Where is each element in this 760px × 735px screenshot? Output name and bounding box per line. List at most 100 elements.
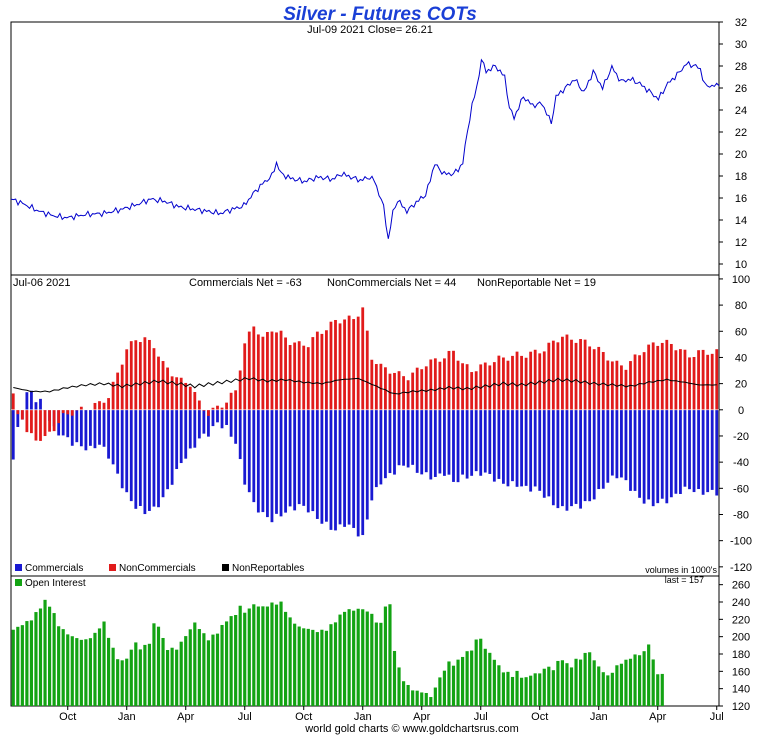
legend-label-noncommercials: NonCommercials <box>119 563 196 574</box>
noncommercials-bar <box>61 409 65 414</box>
commercials-bar <box>184 409 188 459</box>
noncommercials-bar <box>638 355 641 410</box>
open-interest-bar <box>433 687 437 706</box>
open-interest-bar <box>647 644 651 706</box>
legend-swatch-commercials <box>15 564 22 571</box>
commercials-bar <box>243 409 247 485</box>
y-tick-label: 10 <box>735 259 747 271</box>
commercials-bar <box>492 409 496 482</box>
commercials-bar <box>374 409 378 488</box>
open-interest-bar <box>529 675 533 706</box>
legend-label-nonreportables: NonReportables <box>232 563 304 574</box>
noncommercials-bar <box>252 326 256 410</box>
commercials-bar <box>679 409 682 494</box>
commercials-bar <box>538 409 542 491</box>
noncommercials-bar <box>570 339 573 410</box>
commercials-bar <box>669 409 673 498</box>
open-interest-bar <box>615 665 619 706</box>
commercials-bar <box>297 409 301 505</box>
commercials-bar <box>601 409 605 489</box>
commercials-bar <box>411 409 415 465</box>
open-interest-bar <box>193 622 197 706</box>
commercials-bar <box>651 409 655 507</box>
commercials-bar <box>406 409 410 468</box>
open-interest-bar <box>388 604 392 706</box>
open-interest-bar <box>175 649 179 706</box>
commercials-bar <box>688 409 691 490</box>
commercials-bar <box>438 409 442 474</box>
open-interest-bar <box>515 670 519 706</box>
commercials-bar <box>266 409 269 518</box>
open-interest-bar <box>252 604 256 706</box>
commercials-bar <box>533 409 537 487</box>
noncommercials-bar <box>701 349 705 410</box>
commercials-bar <box>479 409 483 476</box>
noncommercials-bar <box>561 336 564 410</box>
noncommercials-bar <box>93 402 97 410</box>
commercials-bar <box>547 409 551 497</box>
open-interest-bar <box>129 649 133 706</box>
commercials-bar <box>583 409 587 502</box>
noncommercials-bar <box>542 351 546 410</box>
noncommercials-bar <box>402 376 405 410</box>
y-tick-label: 14 <box>735 215 747 227</box>
noncommercials-bar <box>152 348 156 410</box>
commercials-bar <box>579 409 582 509</box>
noncommercials-bar <box>615 360 619 410</box>
y-tick-label: 140 <box>732 684 750 696</box>
noncommercials-bar <box>238 370 242 410</box>
open-interest-bar <box>88 638 93 706</box>
commercials-bar <box>529 409 533 492</box>
open-interest-bar <box>25 621 29 706</box>
open-interest-bar <box>642 651 646 706</box>
commercials-bar <box>129 409 133 502</box>
noncommercials-bar <box>692 357 696 410</box>
open-interest-bar <box>510 676 515 706</box>
commercials-bar <box>252 409 256 503</box>
open-interest-bar <box>420 692 424 706</box>
commercials-bar <box>570 409 573 507</box>
commercials-bar <box>175 409 179 470</box>
noncommercials-bar <box>384 367 387 410</box>
open-interest-bar <box>506 671 510 706</box>
x-tick-label: Jan <box>354 711 372 723</box>
commercials-bar <box>84 409 88 451</box>
noncommercials-bar <box>256 334 260 410</box>
noncommercials-bar <box>211 407 215 410</box>
y-tick-label: 100 <box>732 274 750 286</box>
noncommercials-bar <box>620 365 623 410</box>
chart-title: Silver - Futures COTs <box>283 4 477 25</box>
commercials-bar <box>402 409 405 466</box>
commercials-bar <box>25 392 29 410</box>
commercials-bar <box>615 409 619 479</box>
noncommercials-bar <box>220 407 224 410</box>
open-interest-bar <box>283 611 288 706</box>
open-interest-bar <box>470 650 474 706</box>
y-tick-label: -100 <box>730 536 752 548</box>
noncommercials-bar <box>497 355 501 410</box>
open-interest-bar <box>542 668 546 706</box>
commercials-bar <box>143 409 147 515</box>
commercials-bar <box>39 398 42 410</box>
noncommercials-bar <box>502 357 505 410</box>
noncommercials-bar <box>66 409 70 415</box>
y-tick-label: 20 <box>735 379 747 391</box>
noncommercials-bar <box>243 343 247 410</box>
open-interest-bar <box>656 674 660 706</box>
noncommercials-bar <box>247 331 251 410</box>
open-interest-bar <box>637 655 642 706</box>
open-interest-bar <box>66 634 70 706</box>
noncommercials-bar <box>706 354 710 410</box>
commercials-bar <box>706 409 710 493</box>
commercials-bar <box>606 409 610 483</box>
open-interest-last-label: last = 157 <box>665 575 704 585</box>
noncommercials-bar <box>343 319 346 410</box>
noncommercials-bar <box>551 340 555 410</box>
noncommercials-bar <box>606 360 610 410</box>
commercials-bar <box>193 409 197 448</box>
open-interest-bar <box>306 628 310 706</box>
noncommercials-bar <box>452 350 455 410</box>
commercials-bar <box>597 409 601 490</box>
commercials-bar <box>75 409 79 443</box>
open-interest-bar <box>456 659 460 706</box>
